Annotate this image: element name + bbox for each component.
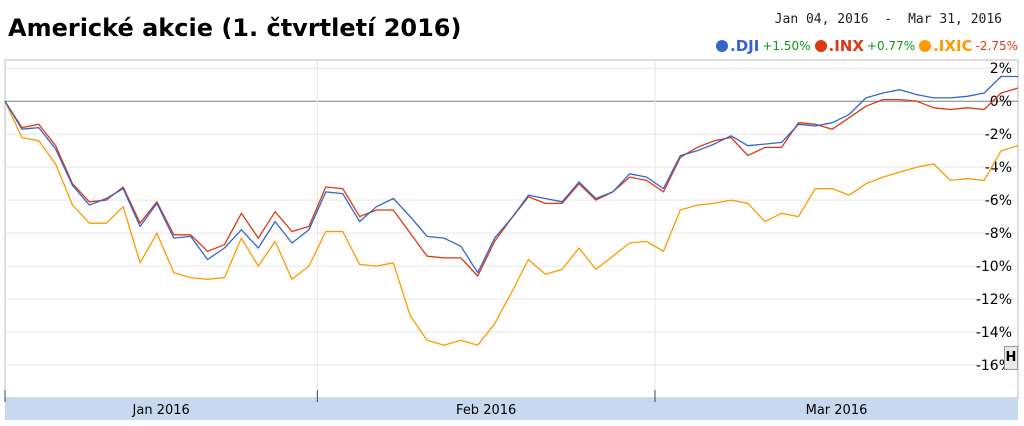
legend: .DJI +1.50% .INX +0.77% .IXIC -2.75% (712, 37, 1018, 55)
x-tick-label: Jan 2016 (132, 403, 190, 418)
y-tick-label: -4% (985, 160, 1012, 176)
series-line-inx (4, 87, 1019, 277)
resize-handle-icon[interactable]: H (1004, 346, 1018, 370)
y-tick-label: -8% (985, 226, 1012, 242)
legend-symbol-ixic: .IXIC (933, 37, 973, 55)
y-tick-label: -2% (985, 127, 1012, 143)
legend-item-ixic[interactable]: .IXIC -2.75% (919, 37, 1018, 55)
date-range: Jan 04, 2016 - Mar 31, 2016 (775, 12, 1002, 27)
series-line-dji (4, 75, 1018, 274)
legend-symbol-dji: .DJI (730, 37, 760, 55)
y-tick-label: -14% (976, 325, 1012, 341)
series-line-ixic (4, 100, 1019, 346)
date-range-start: Jan 04, 2016 (774, 12, 869, 27)
y-tick-label: -10% (976, 259, 1012, 275)
legend-change-ixic: -2.75% (975, 39, 1018, 53)
legend-change-inx: +0.77% (866, 39, 916, 53)
plot-frame (4, 59, 1019, 399)
date-range-end: Mar 31, 2016 (908, 12, 1002, 27)
legend-item-inx[interactable]: .INX +0.77% (814, 37, 916, 55)
legend-marker-ixic (919, 40, 932, 52)
y-tick-label: -6% (985, 193, 1012, 209)
x-tick-label: Feb 2016 (456, 403, 516, 418)
legend-item-dji[interactable]: .DJI +1.50% (716, 37, 811, 55)
y-tick-label: 0% (990, 94, 1012, 110)
legend-marker-inx (814, 40, 827, 52)
legend-change-dji: +1.50% (762, 39, 811, 53)
x-axis-band (5, 398, 1018, 420)
chart-title: Americké akcie (1. čtvrtletí 2016) (8, 14, 462, 42)
y-tick-label: -12% (976, 292, 1012, 308)
date-range-separator: - (884, 12, 893, 27)
x-tick-label: Mar 2016 (806, 403, 868, 418)
y-tick-label: -16% (976, 358, 1012, 374)
y-tick-label: 2% (990, 61, 1012, 77)
legend-marker-dji (716, 40, 729, 52)
legend-symbol-inx: .INX (828, 37, 864, 55)
